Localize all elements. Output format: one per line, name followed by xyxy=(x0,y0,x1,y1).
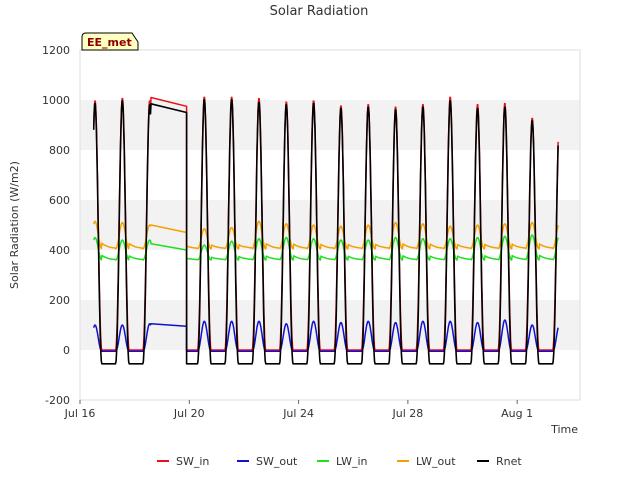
annotation-box: EE_met xyxy=(81,32,139,51)
grid-band xyxy=(80,300,580,350)
y-tick-label: 800 xyxy=(49,144,70,157)
x-tick-label: Jul 28 xyxy=(391,407,423,420)
y-tick-label: 0 xyxy=(63,344,70,357)
series-line-lw-out xyxy=(92,220,559,250)
y-tick-label: -200 xyxy=(45,394,70,407)
legend-label: Rnet xyxy=(496,455,522,468)
x-tick-label: Aug 1 xyxy=(501,407,533,420)
legend-label: SW_in xyxy=(176,455,209,468)
series-line-rnet xyxy=(92,99,559,365)
grid-band xyxy=(80,200,580,250)
legend-label: LW_out xyxy=(416,455,456,468)
x-tick-label: Jul 20 xyxy=(173,407,205,420)
y-axis-label: Solar Radiation (W/m2) xyxy=(8,161,21,289)
annotation-label: EE_met xyxy=(87,36,132,49)
x-tick-label: Jul 16 xyxy=(64,407,96,420)
x-axis-label: Time xyxy=(550,423,578,436)
grid-bands xyxy=(80,100,580,350)
series-lines xyxy=(92,96,559,365)
legend-label: LW_in xyxy=(336,455,368,468)
series-line-lw-in xyxy=(92,234,559,261)
y-tick-label: 1200 xyxy=(42,44,70,57)
y-tick-label: 200 xyxy=(49,294,70,307)
grid-band xyxy=(80,100,580,150)
y-tick-label: 1000 xyxy=(42,94,70,107)
y-tick-label: 600 xyxy=(49,194,70,207)
x-tick-label: Jul 24 xyxy=(282,407,314,420)
x-axis: Jul 16 Jul 20 Jul 24 Jul 28 Aug 1 xyxy=(64,400,533,420)
plot-area-border xyxy=(79,49,581,401)
series-line-sw-out xyxy=(92,319,559,353)
legend-label: SW_out xyxy=(256,455,298,468)
y-tick-label: 400 xyxy=(49,244,70,257)
y-axis: -200 0 200 400 600 800 1000 1200 xyxy=(42,44,70,407)
chart-title: Solar Radiation xyxy=(270,4,369,19)
legend: SW_in SW_out LW_in LW_out Rnet xyxy=(157,455,522,468)
